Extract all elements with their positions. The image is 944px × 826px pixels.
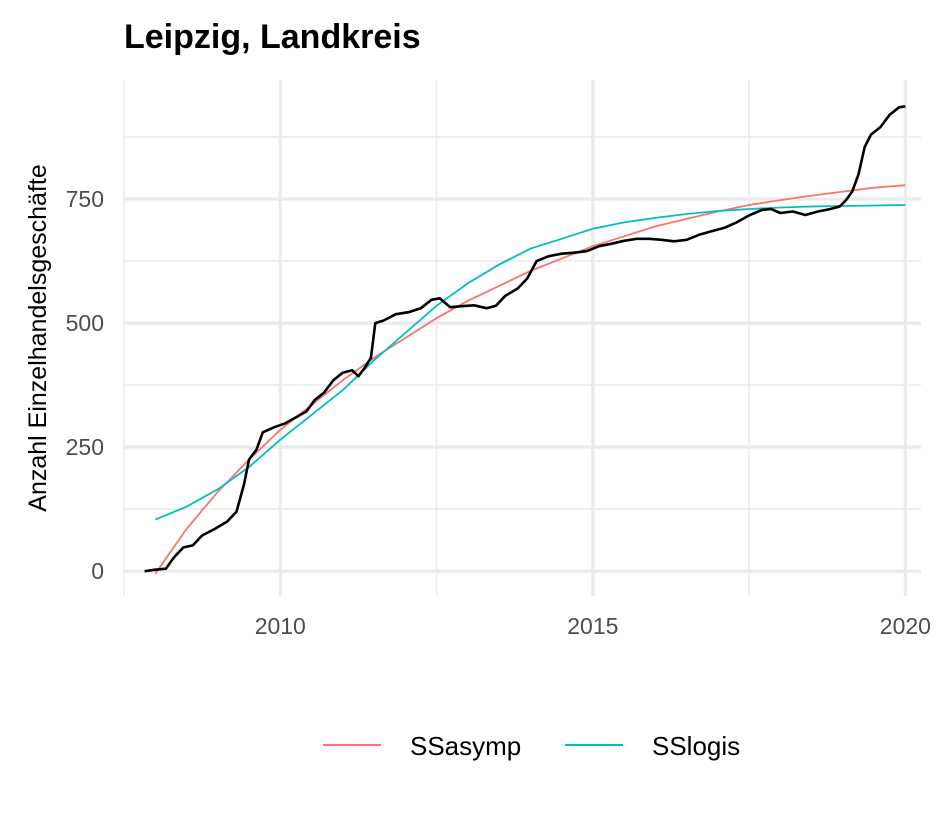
legend: SSasymp SSlogis: [323, 731, 740, 761]
y-tick-label: 500: [66, 310, 104, 336]
grid-major: [124, 80, 921, 596]
legend-label-ssasymp: SSasymp: [410, 731, 521, 761]
y-tick-label: 0: [91, 558, 104, 584]
y-tick-label: 250: [66, 434, 104, 460]
x-tick-labels: 2010 2015 2020: [255, 613, 931, 639]
y-tick-labels: 0 250 500 750: [66, 186, 104, 584]
legend-label-sslogis: SSlogis: [652, 731, 740, 761]
chart-title: Leipzig, Landkreis: [124, 18, 421, 56]
series-line-sslogis: [154, 204, 906, 521]
y-axis-title: Anzahl Einzelhandelsgeschäfte: [24, 164, 52, 511]
fit-lines: [154, 184, 906, 575]
x-tick-label: 2015: [567, 613, 618, 639]
y-tick-label: 750: [66, 186, 104, 212]
series-line-ssasymp: [154, 184, 906, 575]
grid-minor: [123, 80, 921, 596]
x-tick-label: 2010: [255, 613, 306, 639]
observed-line-group: [144, 105, 906, 573]
x-tick-label: 2020: [880, 613, 931, 639]
observed-line: [144, 105, 906, 573]
